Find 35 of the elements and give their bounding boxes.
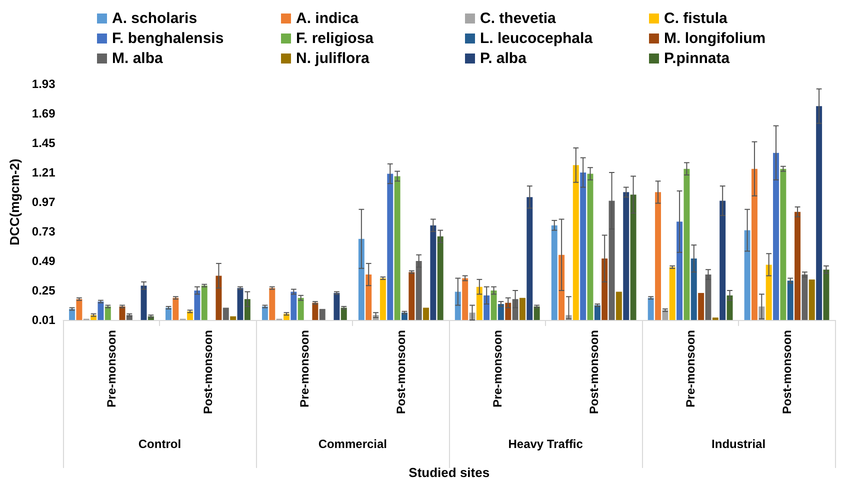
text: Commercial [318, 437, 388, 451]
legend-label: P.pinnata [664, 50, 730, 67]
y-tick-label: 1.21 [32, 166, 56, 180]
legend-label: C. fistula [664, 10, 728, 27]
legend-label: N. juliflora [296, 50, 370, 67]
legend-label: L. leucocephala [480, 30, 594, 47]
text: Industrial [712, 437, 766, 451]
y-tick-label: 0.25 [32, 284, 56, 298]
y-axis-title: DCC(mgcm-2) [7, 158, 22, 246]
legend-label: F. benghalensis [112, 30, 224, 47]
y-tick-label: 0.01 [32, 313, 56, 327]
y-tick-label: 0.49 [32, 254, 56, 268]
text: Control [138, 437, 182, 451]
text: Heavy Traffic [508, 437, 584, 451]
y-tick-label: 1.45 [32, 136, 56, 150]
x-tick-label: Pre-monsoon [104, 330, 118, 408]
y-tick-label: 1.93 [32, 77, 56, 91]
x-tick-label: Post-monsoon [586, 330, 601, 414]
x-tick-label: Pre-monsoon [297, 330, 312, 408]
legend-label: M. longifolium [664, 30, 766, 47]
x-tick-label: Pre-monsoon [683, 330, 698, 408]
legend-label: F. religiosa [296, 30, 374, 47]
legend-label: A. indica [296, 10, 360, 27]
x-axis-title: Studied sites [408, 465, 490, 480]
x-tick-label: Pre-monsoon [490, 330, 504, 408]
y-tick-label: 1.69 [32, 106, 56, 120]
legend-label: M. alba [112, 50, 164, 67]
x-tick-label: Post-monsoon [394, 330, 408, 414]
legend-label: A. scholaris [112, 10, 198, 27]
legend-label: P. alba [480, 50, 528, 67]
y-tick-label: 0.97 [32, 195, 56, 209]
legend-label: C. thevetia [480, 10, 557, 27]
x-tick-label: Post-monsoon [200, 330, 215, 414]
x-tick-label: Post-monsoon [780, 330, 794, 414]
y-tick-label: 0.73 [32, 224, 56, 238]
